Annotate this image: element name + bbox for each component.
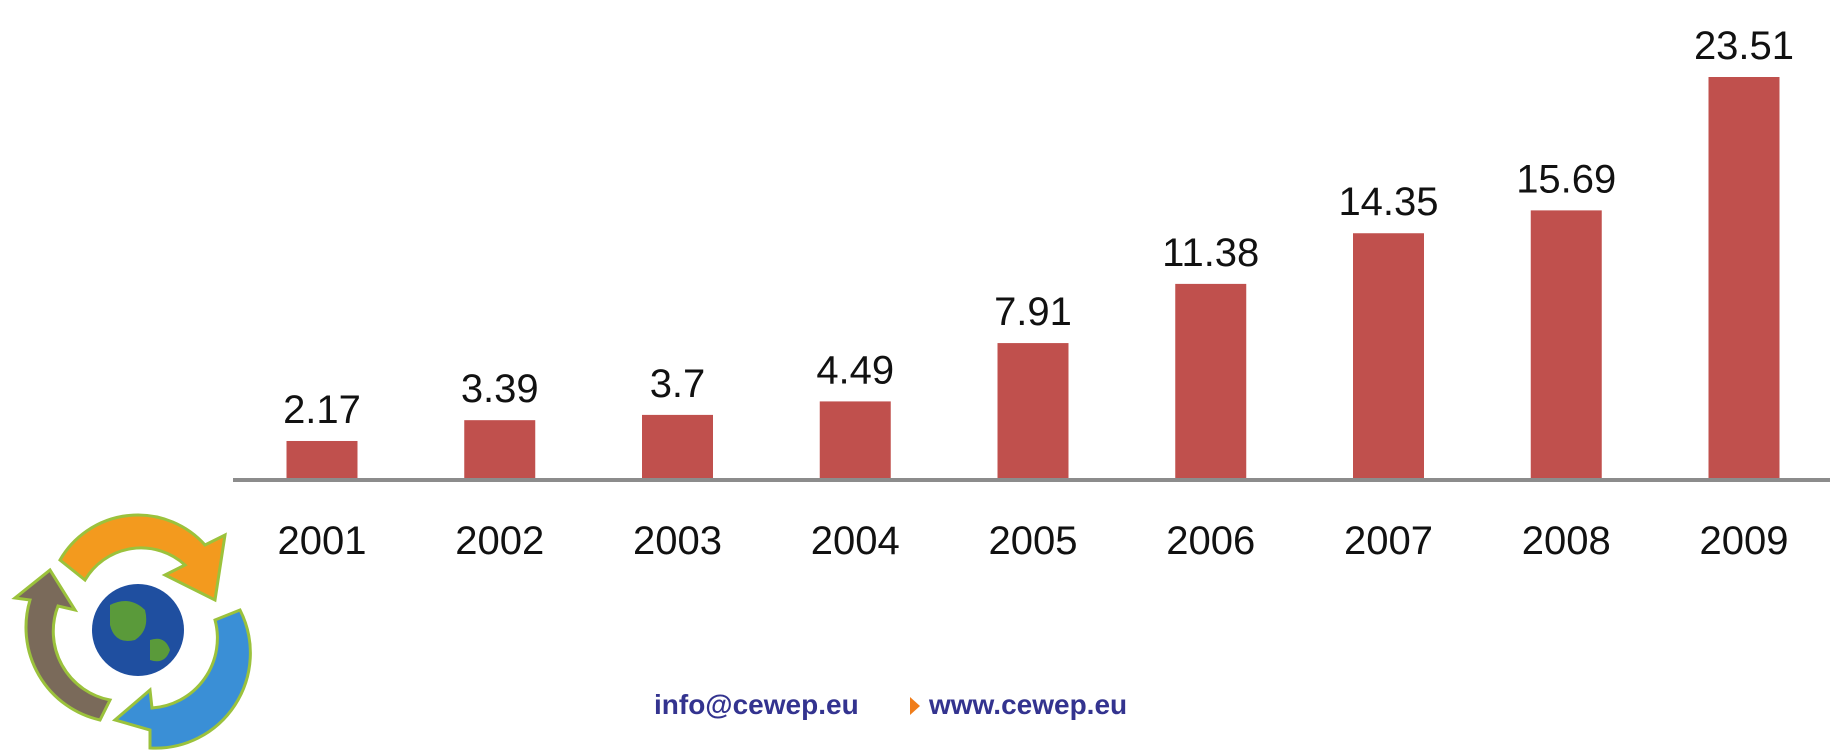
x-tick-label: 2009 [1700,519,1789,563]
data-label: 15.69 [1516,157,1616,201]
x-tick-label: 2003 [633,519,722,563]
logo [11,513,252,750]
bar [642,414,713,478]
data-label: 4.49 [816,348,894,392]
bar [286,440,358,478]
data-label: 2.17 [283,388,361,432]
logo-arrow-gray [11,567,113,722]
data-label: 3.39 [461,367,539,411]
x-tick-label: 2006 [1166,519,1255,563]
x-tick-label: 2005 [989,519,1078,563]
footer-email: info@cewep.eu [654,689,859,720]
data-label: 14.35 [1338,180,1438,224]
logo-arrow-blue [111,608,252,750]
x-tick-label: 2001 [278,519,367,563]
x-tick-label: 2008 [1522,519,1611,563]
bar [464,420,536,478]
bar [1708,77,1780,478]
x-tick-label: 2007 [1344,519,1433,563]
bar [1530,210,1602,478]
data-label: 11.38 [1162,231,1259,275]
x-tick-label: 2002 [455,519,544,563]
logo-arrow-orange [58,513,227,603]
footer-website: www.cewep.eu [928,689,1127,720]
bar [1353,233,1424,478]
data-label: 3.7 [650,362,706,406]
bar [819,401,891,478]
bar [1175,283,1247,478]
x-tick-label: 2004 [811,519,900,563]
data-label: 7.91 [994,290,1072,334]
bar [997,343,1069,478]
footer-arrow [910,697,920,715]
data-label: 23.51 [1694,24,1794,68]
logo-land [110,601,170,662]
